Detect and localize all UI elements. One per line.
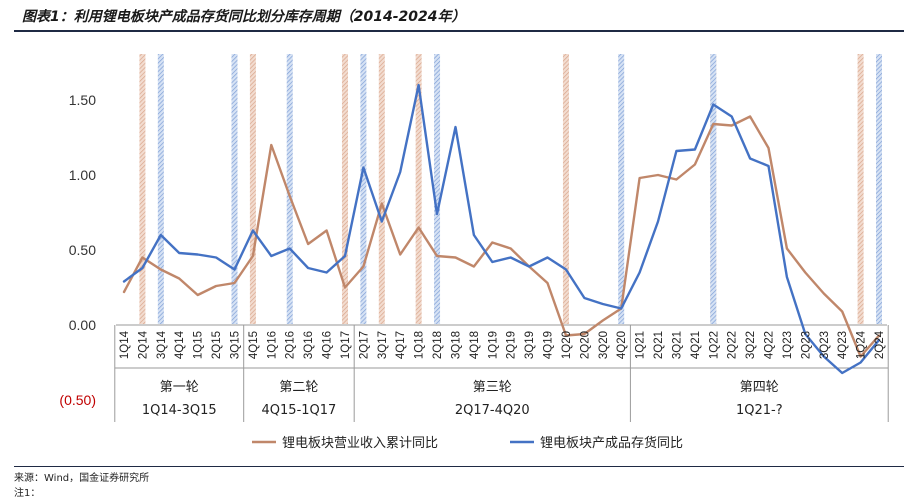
x-tick-label: 4Q16 <box>322 331 334 359</box>
x-tick-label: 1Q18 <box>414 331 426 359</box>
orange-band-2Q14 <box>139 54 146 324</box>
y-tick-label: 1.50 <box>69 92 96 108</box>
x-tick-label: 3Q14 <box>156 330 168 359</box>
footnote: 注1： <box>14 488 41 499</box>
y-tick-label: (0.50) <box>59 392 96 408</box>
cycle-name: 第三轮 <box>473 380 512 395</box>
x-tick-label: 1Q23 <box>782 331 794 359</box>
x-tick-label: 3Q16 <box>303 331 315 359</box>
blue-band-3Q14 <box>157 54 164 324</box>
x-tick-label: 1Q20 <box>561 331 573 359</box>
legend: 锂电板块营业收入累计同比 锂电板块产成品存货同比 <box>252 435 683 451</box>
x-tick-label: 3Q21 <box>671 331 683 359</box>
legend-label-2: 锂电板块产成品存货同比 <box>540 435 683 451</box>
cycle-range: 2Q17-4Q20 <box>455 403 530 418</box>
x-tick-label: 4Q14 <box>174 330 186 359</box>
x-tick-label: 4Q20 <box>616 331 628 359</box>
blue-band-2Q16 <box>286 54 293 324</box>
series-layer <box>122 83 881 375</box>
blue-band-2Q24 <box>876 54 882 324</box>
cycle-range: 4Q15-1Q17 <box>262 403 337 418</box>
x-tick-label: 2Q24 <box>874 330 886 359</box>
y-tick-label: 1.00 <box>69 167 96 183</box>
cycle-name: 第一轮 <box>160 380 199 395</box>
blue-band-3Q15 <box>231 54 238 324</box>
cycle-range: 1Q21-? <box>736 403 783 418</box>
orange-band-1Q17 <box>341 54 348 324</box>
x-tick-label: 4Q23 <box>837 331 849 359</box>
orange-band-1Q20 <box>562 54 569 324</box>
x-tick-label: 3Q15 <box>229 331 241 359</box>
source-note: 来源：Wind，国金证券研究所 <box>14 473 150 484</box>
x-tick-label: 2Q23 <box>800 331 812 359</box>
x-tick-label: 2Q19 <box>506 331 518 359</box>
blue-band-2Q17 <box>360 54 367 324</box>
x-tick-label: 3Q20 <box>598 331 610 359</box>
orange-band-4Q15 <box>249 54 256 324</box>
x-tick-label: 1Q24 <box>856 330 868 359</box>
x-tick-label: 3Q19 <box>524 331 536 359</box>
band-layer <box>139 54 882 324</box>
cycle-name: 第四轮 <box>740 380 779 395</box>
y-tick-label: 0.00 <box>69 317 96 333</box>
y-tick-label: 0.50 <box>69 242 96 258</box>
x-tick-label: 4Q18 <box>469 331 481 359</box>
axes-layer <box>114 324 889 422</box>
x-tick-label: 1Q15 <box>193 331 205 359</box>
x-tick-label: 3Q22 <box>745 331 757 359</box>
x-tick-label: 2Q21 <box>653 331 665 359</box>
x-tick-label: 2Q16 <box>285 331 297 359</box>
orange-band-1Q24 <box>857 54 864 324</box>
x-tick-label: 2Q22 <box>727 331 739 359</box>
x-tick-label: 4Q15 <box>248 331 260 359</box>
orange-band-3Q17 <box>378 54 385 324</box>
blue-band-4Q20 <box>618 54 625 324</box>
x-tick-label: 1Q16 <box>266 331 278 359</box>
x-tick-label: 3Q18 <box>450 331 462 359</box>
x-tick-label: 3Q17 <box>377 331 389 359</box>
chart-title: 图表1：利用锂电板块产成品存货同比划分库存周期（2014-2024年） <box>22 9 466 25</box>
x-tick-label: 1Q21 <box>635 331 647 359</box>
series-line-2 <box>122 83 881 375</box>
x-tick-label: 4Q19 <box>543 331 555 359</box>
label-layer: 1.50 1.00 0.50 0.00 (0.50) 1Q14 2Q14 3Q14 4Q14 1Q… <box>59 92 886 418</box>
blue-band-1Q22 <box>710 54 717 324</box>
orange-band-1Q18 <box>415 54 422 324</box>
x-tick-label: 2Q15 <box>211 331 223 359</box>
x-tick-label: 3Q23 <box>819 331 831 359</box>
x-tick-label: 4Q21 <box>690 331 702 359</box>
x-tick-label: 2Q17 <box>358 331 370 359</box>
x-tick-label: 4Q22 <box>764 331 776 359</box>
x-tick-label: 2Q18 <box>432 331 444 359</box>
x-tick-label: 4Q17 <box>395 331 407 359</box>
cycle-name: 第二轮 <box>279 380 318 395</box>
blue-band-2Q18 <box>434 54 441 324</box>
cycle-range: 1Q14-3Q15 <box>142 403 217 418</box>
x-tick-label: 1Q19 <box>487 331 499 359</box>
x-tick-label: 2Q14 <box>137 330 149 359</box>
series-line-1 <box>122 115 881 358</box>
x-tick-label: 1Q22 <box>708 331 720 359</box>
chart: 1.50 1.00 0.50 0.00 (0.50) 1Q14 2Q14 3Q14 4Q14 1Q… <box>59 54 889 451</box>
x-tick-label: 1Q14 <box>119 330 131 359</box>
title-rule <box>14 30 904 32</box>
footer-rule <box>14 466 904 467</box>
x-tick-label: 2Q20 <box>579 331 591 359</box>
legend-label-1: 锂电板块营业收入累计同比 <box>282 436 438 451</box>
x-tick-label: 1Q17 <box>340 331 352 359</box>
